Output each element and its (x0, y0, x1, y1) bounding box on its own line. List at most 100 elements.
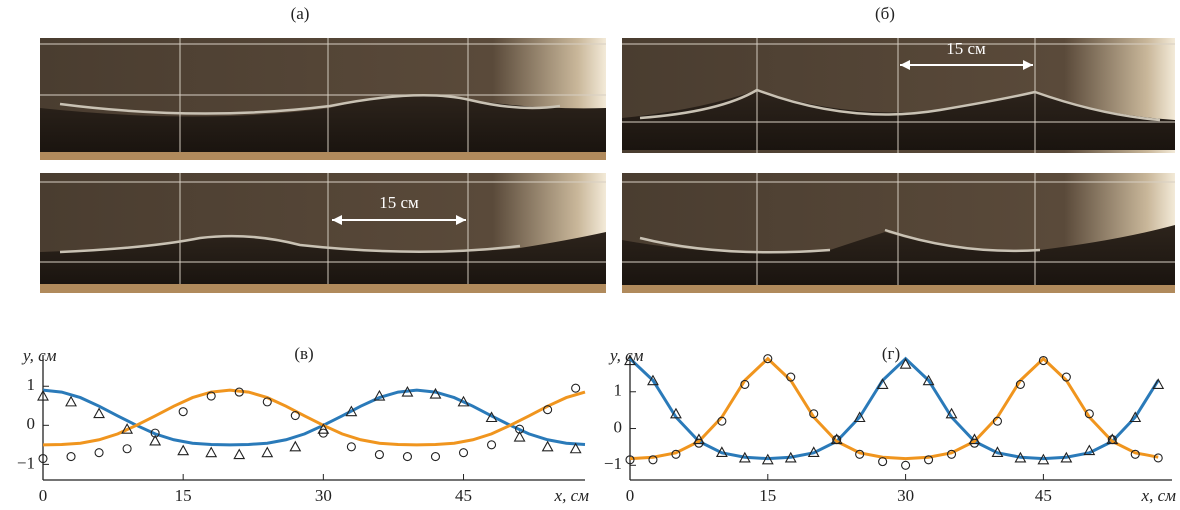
triangle-point (65, 395, 77, 407)
triangle-point (1014, 451, 1027, 463)
triangle-point (669, 407, 682, 419)
circle-point (290, 410, 300, 421)
triangle-point (1083, 444, 1096, 456)
panel-label: (б) (875, 4, 895, 23)
circle-point (740, 379, 750, 389)
circle-point (150, 428, 160, 438)
triangle-point (1152, 378, 1165, 389)
triangle-point (205, 446, 218, 458)
circle-point (924, 455, 934, 465)
circle-point (458, 448, 469, 458)
circle-point (648, 455, 658, 465)
circle-point (671, 449, 681, 459)
triangle-point (177, 444, 190, 456)
triangle-point (317, 423, 330, 434)
circle-point (402, 452, 412, 462)
circle-point (717, 416, 727, 426)
triangle-point (37, 389, 49, 401)
circle-point (1038, 355, 1048, 366)
triangle-point (945, 407, 958, 419)
triangle-point (624, 354, 636, 366)
triangle-point (968, 433, 981, 445)
triangle-point (401, 385, 414, 397)
triangle-point (738, 451, 751, 463)
triangle-point (761, 453, 774, 465)
y-tick-label: 1 (614, 381, 623, 400)
photo: 15 см (40, 173, 606, 293)
photo: 15 см (622, 38, 1175, 153)
x-axis-label: x, см (1141, 486, 1177, 505)
circle-point (515, 424, 525, 434)
circle-point (1130, 449, 1140, 459)
circle-point (122, 444, 132, 454)
chart-title: (в) (294, 344, 313, 363)
x-tick-label: 45 (455, 486, 472, 505)
circle-point (38, 453, 48, 464)
circle-point (992, 416, 1003, 426)
triangle-point (922, 374, 935, 386)
circle-point (206, 391, 216, 401)
triangle-point (429, 387, 442, 399)
triangle-point (1060, 451, 1073, 463)
circle-point (543, 405, 553, 415)
triangle-point (1037, 453, 1050, 465)
circle-point (487, 440, 497, 450)
x-tick-label: 30 (897, 486, 914, 505)
circle-point (1015, 379, 1025, 389)
curve (42, 388, 586, 447)
x-tick-label: 45 (1035, 486, 1052, 505)
triangle-point (541, 440, 554, 452)
triangle-point (513, 430, 526, 442)
x-tick-label: 0 (626, 486, 635, 505)
circle-point (855, 449, 865, 459)
chart-title: (г) (882, 344, 900, 363)
triangle-point (485, 411, 498, 423)
x-tick-label: 15 (759, 486, 776, 505)
curve (629, 356, 1159, 461)
triangle-point (784, 451, 797, 463)
triangle-point (715, 446, 728, 457)
y-tick-label: 0 (614, 417, 623, 436)
circle-point (430, 452, 441, 462)
x-tick-label: 30 (315, 486, 332, 505)
circle-point (234, 387, 244, 397)
triangle-point (853, 411, 866, 423)
triangle-point (457, 395, 470, 407)
triangle-point (149, 434, 162, 446)
y-tick-label: 0 (27, 414, 36, 433)
triangle-point (830, 433, 843, 445)
triangle-point (93, 407, 106, 419)
triangle-point (692, 433, 705, 445)
circle-point (262, 397, 272, 407)
triangle-point (647, 374, 659, 386)
circle-point (94, 448, 104, 458)
circle-point (878, 457, 888, 467)
triangle-point (807, 446, 820, 457)
circle-point (1084, 409, 1094, 419)
triangle-point (569, 442, 582, 454)
triangle-point (991, 446, 1004, 457)
triangle-point (899, 358, 912, 369)
photo (40, 38, 606, 160)
circle-point (346, 442, 356, 452)
triangle-point (345, 405, 358, 417)
circle-point (946, 449, 957, 459)
curve (628, 356, 1160, 461)
circle-point (625, 455, 635, 465)
panel-label: (а) (291, 4, 310, 23)
circle-point (786, 372, 796, 382)
y-tick-label: −1 (604, 454, 622, 473)
curve (42, 388, 586, 447)
triangle-point (289, 440, 302, 452)
circle-point (901, 460, 911, 470)
triangle-point (373, 389, 386, 401)
circle-point (809, 409, 819, 419)
circle-point (178, 407, 188, 417)
y-tick-label: −1 (17, 453, 35, 472)
circle-point (374, 450, 384, 460)
triangle-point (121, 423, 134, 434)
y-tick-label: 1 (27, 375, 36, 394)
triangle-point (233, 448, 246, 460)
x-tick-label: 0 (39, 486, 48, 505)
